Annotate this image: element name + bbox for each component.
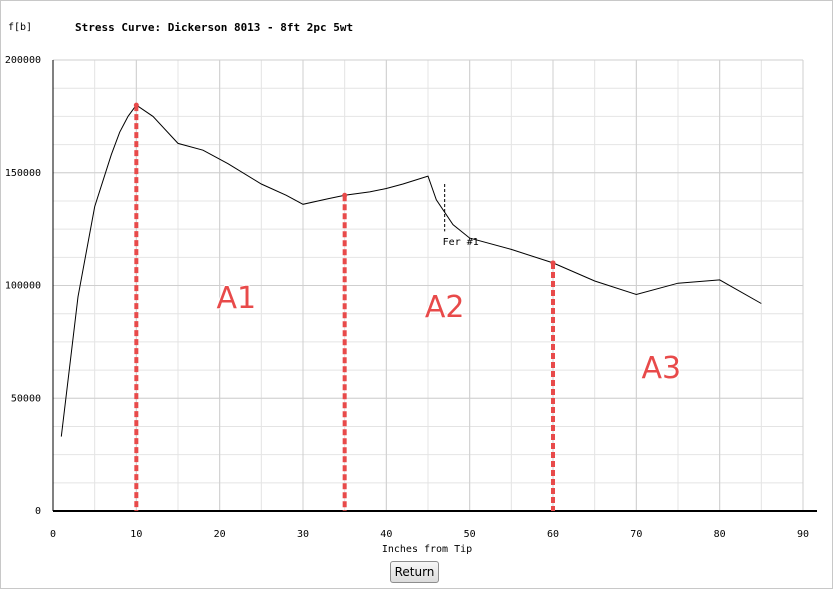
x-tick-label: 60 xyxy=(547,529,559,540)
x-tick-label: 30 xyxy=(297,529,309,540)
marker-point xyxy=(342,192,348,198)
y-tick-label: 200000 xyxy=(5,55,41,66)
y-tick-label: 0 xyxy=(35,506,41,517)
x-tick-label: 0 xyxy=(50,529,56,540)
stress-curve-chart: 0 10 20 30 40 50 60 70 80 90 0 50000 100000 150000 200… xyxy=(5,55,817,555)
y-tick-label: 50000 xyxy=(11,393,41,404)
ferrule-label: Fer #1 xyxy=(443,237,479,248)
area-label: A2 xyxy=(425,290,465,325)
y-tick-label: 150000 xyxy=(5,168,41,179)
y-tick-label: 100000 xyxy=(5,281,41,292)
x-tick-label: 20 xyxy=(214,529,226,540)
return-button[interactable]: Return xyxy=(390,561,439,583)
stress-curve-line xyxy=(60,104,762,437)
marker-point xyxy=(133,102,139,108)
y-axis-unit-label: f[b] xyxy=(8,22,33,33)
x-tick-label: 90 xyxy=(797,529,809,540)
x-tick-label: 10 xyxy=(130,529,142,540)
area-label: A3 xyxy=(642,351,682,386)
x-axis-title: Inches from Tip xyxy=(382,544,472,555)
marker-point xyxy=(550,260,556,266)
area-label: A1 xyxy=(217,281,257,316)
grid xyxy=(52,59,804,512)
series-layer xyxy=(60,104,762,437)
marker-layer xyxy=(133,102,556,511)
chart-title: Stress Curve: Dickerson 8013 - 8ft 2pc 5… xyxy=(75,21,354,34)
axes: 0 10 20 30 40 50 60 70 80 90 0 50000 100000 150000 200… xyxy=(5,55,817,555)
x-tick-label: 50 xyxy=(464,529,476,540)
x-tick-label: 70 xyxy=(630,529,642,540)
x-tick-label: 40 xyxy=(380,529,392,540)
label-layer: Fer #1 A1 A2 A3 xyxy=(216,237,683,387)
x-tick-label: 80 xyxy=(714,529,726,540)
